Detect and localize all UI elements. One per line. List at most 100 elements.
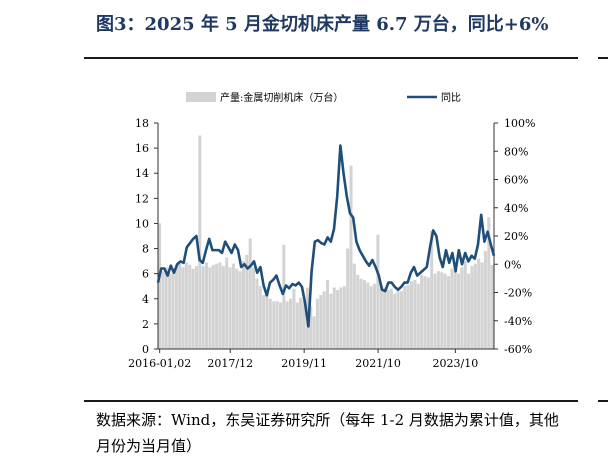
bar — [477, 258, 481, 349]
bar — [393, 293, 397, 349]
bar — [403, 286, 407, 349]
y-left-tick-label: 6 — [142, 268, 149, 281]
bar — [362, 279, 366, 349]
bar — [342, 286, 346, 349]
bar — [302, 300, 306, 349]
bar — [295, 302, 299, 349]
bar — [258, 286, 262, 349]
bar — [228, 267, 232, 349]
bar — [191, 268, 195, 349]
bar — [410, 281, 414, 349]
bar — [252, 267, 256, 349]
bar — [396, 288, 400, 349]
bar — [272, 301, 276, 349]
bar — [322, 291, 326, 349]
y-left-tick-label: 10 — [135, 217, 149, 230]
bar — [242, 261, 246, 349]
bar — [285, 301, 289, 349]
bar — [470, 266, 474, 349]
bar — [188, 264, 192, 349]
bar — [218, 262, 222, 349]
bottom-rule — [84, 400, 578, 402]
source-note: 数据来源：Wind，东吴证券研究所（每年 1-2 月数据为累计值，其他月份为当月… — [96, 411, 559, 455]
legend-bar-label: 产量:金属切削机床（万台） — [220, 91, 343, 104]
bar — [453, 269, 457, 349]
bar — [490, 264, 494, 349]
y-left-tick-label: 16 — [135, 142, 149, 155]
bar — [248, 238, 252, 349]
y-left-tick-label: 2 — [142, 318, 149, 331]
bar — [315, 298, 319, 349]
bar — [309, 306, 313, 349]
y-left-tick-label: 8 — [142, 243, 149, 256]
x-tick-label: 2021/10 — [355, 357, 401, 370]
bar — [406, 284, 410, 349]
bar — [457, 273, 461, 349]
axes: 0 2 4 6 8 10 12 14 16 18 -60% -40% -20% 0% 20% 40% 60% 80… — [128, 117, 535, 370]
bar — [221, 266, 225, 349]
y-right-tick-label: 60% — [504, 174, 528, 187]
bar — [235, 268, 239, 349]
bar — [205, 262, 209, 349]
bar — [366, 282, 370, 349]
bar — [194, 266, 198, 349]
bar — [215, 263, 219, 349]
bar — [480, 262, 484, 349]
line-series — [156, 144, 496, 328]
legend-line-label: 同比 — [441, 92, 461, 104]
y-left-tick-label: 18 — [135, 117, 149, 130]
bar — [164, 267, 168, 349]
bar — [416, 283, 420, 349]
bar — [473, 263, 477, 349]
y-right-tick-label: 20% — [504, 230, 528, 243]
bar — [373, 283, 377, 349]
y-right-tick-label: 0% — [504, 258, 521, 271]
legend-bar-swatch — [186, 92, 216, 102]
y-left-tick-label: 0 — [142, 343, 149, 356]
bar — [198, 135, 202, 349]
bar — [158, 223, 162, 349]
bar — [487, 217, 491, 349]
bar — [275, 301, 279, 349]
bar — [299, 297, 303, 349]
bar — [319, 295, 323, 349]
bar — [443, 273, 447, 349]
y-left-tick-label: 4 — [142, 293, 149, 306]
bar — [178, 263, 182, 349]
x-tick-label: 2016-01,02 — [128, 357, 191, 370]
adjacent-figure-edge — [594, 0, 608, 473]
bar — [208, 267, 212, 349]
bar — [181, 267, 185, 349]
bar — [460, 267, 464, 349]
bar — [174, 266, 178, 349]
y-right-tick-label: 80% — [504, 145, 528, 158]
bar — [245, 254, 249, 349]
bar — [379, 284, 383, 349]
bar — [326, 279, 330, 349]
bar — [346, 248, 350, 349]
bar — [329, 293, 333, 349]
bar — [423, 276, 427, 349]
x-tick-label: 2019/11 — [281, 357, 327, 370]
bar — [433, 273, 437, 349]
bar — [238, 271, 242, 349]
bar — [332, 287, 336, 349]
bar — [278, 302, 282, 349]
bar — [413, 279, 417, 349]
bar — [231, 263, 235, 349]
y-right-tick-label: 40% — [504, 202, 528, 215]
bar — [386, 289, 390, 349]
y-right-tick-label: -20% — [504, 287, 532, 300]
legend: 产量:金属切削机床（万台） 同比 — [186, 91, 461, 104]
bar — [467, 273, 471, 349]
chart-title: 图3：2025 年 5 月金切机床产量 6.7 万台，同比+6% — [96, 14, 549, 35]
bar — [161, 271, 165, 349]
bar — [399, 291, 403, 349]
adjacent-bottom-rule — [598, 400, 608, 402]
bar — [430, 230, 434, 349]
bar — [352, 263, 356, 349]
bar — [211, 264, 215, 349]
bar — [420, 274, 424, 349]
bar — [436, 271, 440, 349]
adjacent-top-rule — [598, 57, 608, 59]
